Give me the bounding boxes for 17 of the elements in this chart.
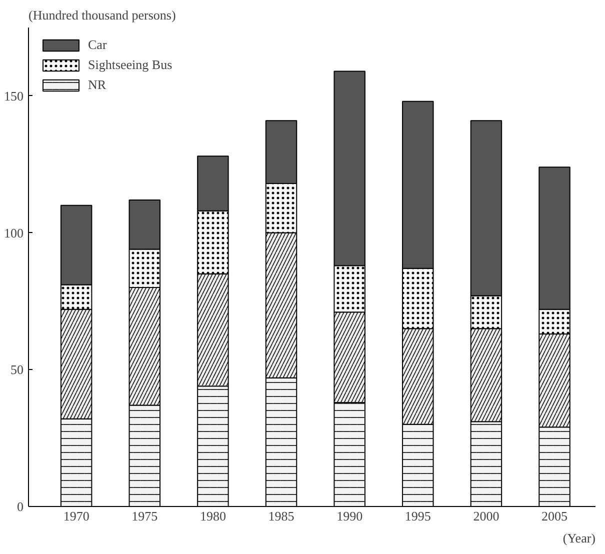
legend-label: Sightseeing Bus [88,57,172,73]
x-tick-label: 1970 [63,508,90,524]
x-tick-label: 1985 [268,508,294,524]
x-tick-label: 1975 [132,508,158,524]
x-tick-label: 2000 [473,508,500,524]
y-tick-label: 150 [4,88,24,104]
y-tick-label: 50 [10,362,24,378]
y-tick-label: 100 [4,225,24,240]
x-tick-label: 1995 [404,508,431,524]
x-tick-label: 1990 [336,508,363,524]
x-axis-title: (Year) [562,530,596,546]
x-tick-label: 1980 [200,508,226,524]
legend-label: Car [88,37,108,53]
y-tick-label: 0 [17,499,24,514]
y-axis-title: (Hundred thousand persons) [28,8,176,22]
legend-label: NR [88,77,108,93]
x-tick-label: 2005 [542,508,568,524]
